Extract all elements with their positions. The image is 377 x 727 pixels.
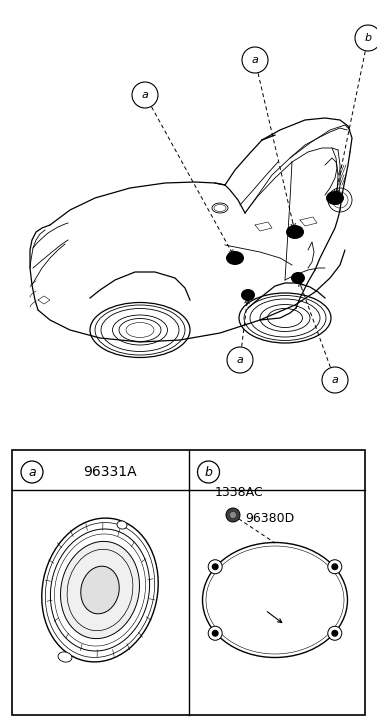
Text: b: b: [205, 465, 212, 478]
Circle shape: [227, 347, 253, 373]
Ellipse shape: [81, 566, 119, 614]
Ellipse shape: [291, 272, 305, 284]
Text: a: a: [331, 375, 339, 385]
Circle shape: [212, 630, 219, 637]
Ellipse shape: [61, 542, 139, 638]
Ellipse shape: [95, 305, 185, 355]
Ellipse shape: [214, 204, 226, 212]
Circle shape: [331, 563, 338, 570]
Circle shape: [212, 563, 219, 570]
Text: a: a: [28, 465, 36, 478]
Circle shape: [328, 560, 342, 574]
Circle shape: [332, 192, 348, 208]
Circle shape: [322, 367, 348, 393]
Ellipse shape: [241, 289, 255, 301]
Ellipse shape: [244, 295, 326, 340]
Ellipse shape: [117, 521, 127, 529]
Circle shape: [242, 47, 268, 73]
Circle shape: [328, 626, 342, 640]
Ellipse shape: [286, 225, 304, 239]
Ellipse shape: [226, 251, 244, 265]
Circle shape: [226, 508, 240, 522]
Circle shape: [355, 25, 377, 51]
Circle shape: [331, 630, 338, 637]
Bar: [12, 450, 365, 715]
Circle shape: [21, 461, 43, 483]
Text: 96331A: 96331A: [83, 465, 137, 479]
Circle shape: [208, 626, 222, 640]
Circle shape: [198, 461, 219, 483]
Text: a: a: [251, 55, 259, 65]
Text: a: a: [141, 90, 149, 100]
Ellipse shape: [58, 652, 72, 662]
Text: 1338AC: 1338AC: [215, 486, 264, 499]
Circle shape: [230, 512, 236, 518]
Circle shape: [208, 560, 222, 574]
Text: a: a: [236, 355, 244, 365]
Text: b: b: [365, 33, 372, 43]
Circle shape: [132, 82, 158, 108]
Text: 96380D: 96380D: [245, 512, 294, 524]
Ellipse shape: [326, 191, 344, 205]
